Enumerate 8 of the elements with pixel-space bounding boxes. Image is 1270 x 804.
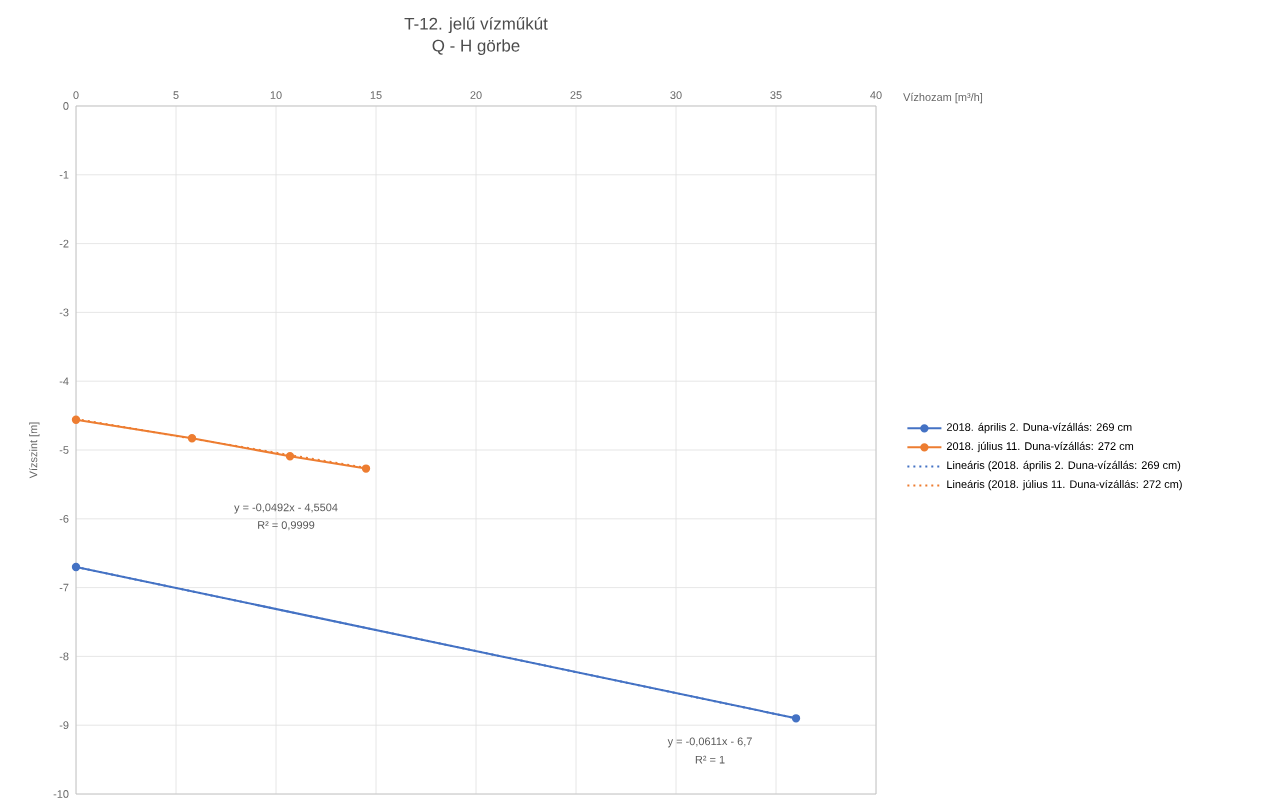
point bbox=[285, 451, 295, 461]
point bbox=[187, 433, 197, 443]
point bbox=[791, 713, 801, 723]
point bbox=[71, 415, 81, 424]
point bbox=[361, 464, 371, 473]
point bbox=[71, 562, 81, 571]
chart-title: T-12. jelű vízműkút bbox=[404, 16, 548, 33]
chart-subtitle: Q - H görbe bbox=[432, 38, 520, 55]
